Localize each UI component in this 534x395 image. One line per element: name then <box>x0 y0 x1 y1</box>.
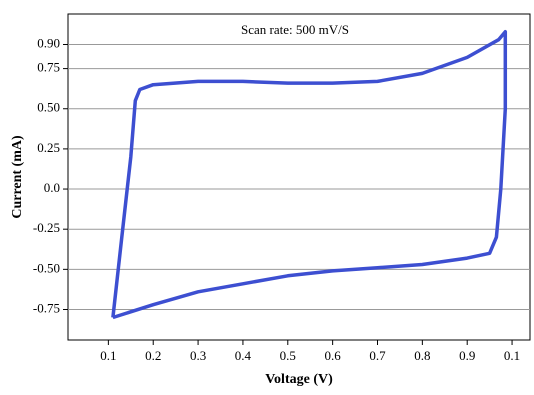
y-tick-label: 0.75 <box>37 60 60 75</box>
y-tick-label: -0.75 <box>33 300 60 315</box>
cv-curve <box>111 29 508 320</box>
y-axis-title: Current (mA) <box>10 135 25 219</box>
x-tick-label: 0.8 <box>414 348 430 363</box>
annotation: Scan rate: 500 mV/S <box>241 22 349 37</box>
x-tick-label: 0.5 <box>280 348 296 363</box>
y-tick-label: 0.90 <box>37 35 60 50</box>
x-tick-label: 0.2 <box>145 348 161 363</box>
x-axis-title: Voltage (V) <box>265 372 333 387</box>
y-tick-label: 0.0 <box>44 180 60 195</box>
x-tick-label: 0.7 <box>369 348 386 363</box>
y-tick-label: -0.25 <box>33 220 60 235</box>
x-tick-label: 0.6 <box>325 348 342 363</box>
y-tick-label: 0.50 <box>37 100 60 115</box>
x-tick-label: 0.1 <box>100 348 116 363</box>
x-tick-label: 0.3 <box>190 348 206 363</box>
plot-frame <box>67 13 531 341</box>
x-tick-label: 0.9 <box>459 348 475 363</box>
x-tick-label: 0.4 <box>235 348 252 363</box>
y-tick-label: -0.50 <box>33 260 60 275</box>
x-tick-label: 0.1 <box>504 348 520 363</box>
y-tick-label: 0.25 <box>37 140 60 155</box>
